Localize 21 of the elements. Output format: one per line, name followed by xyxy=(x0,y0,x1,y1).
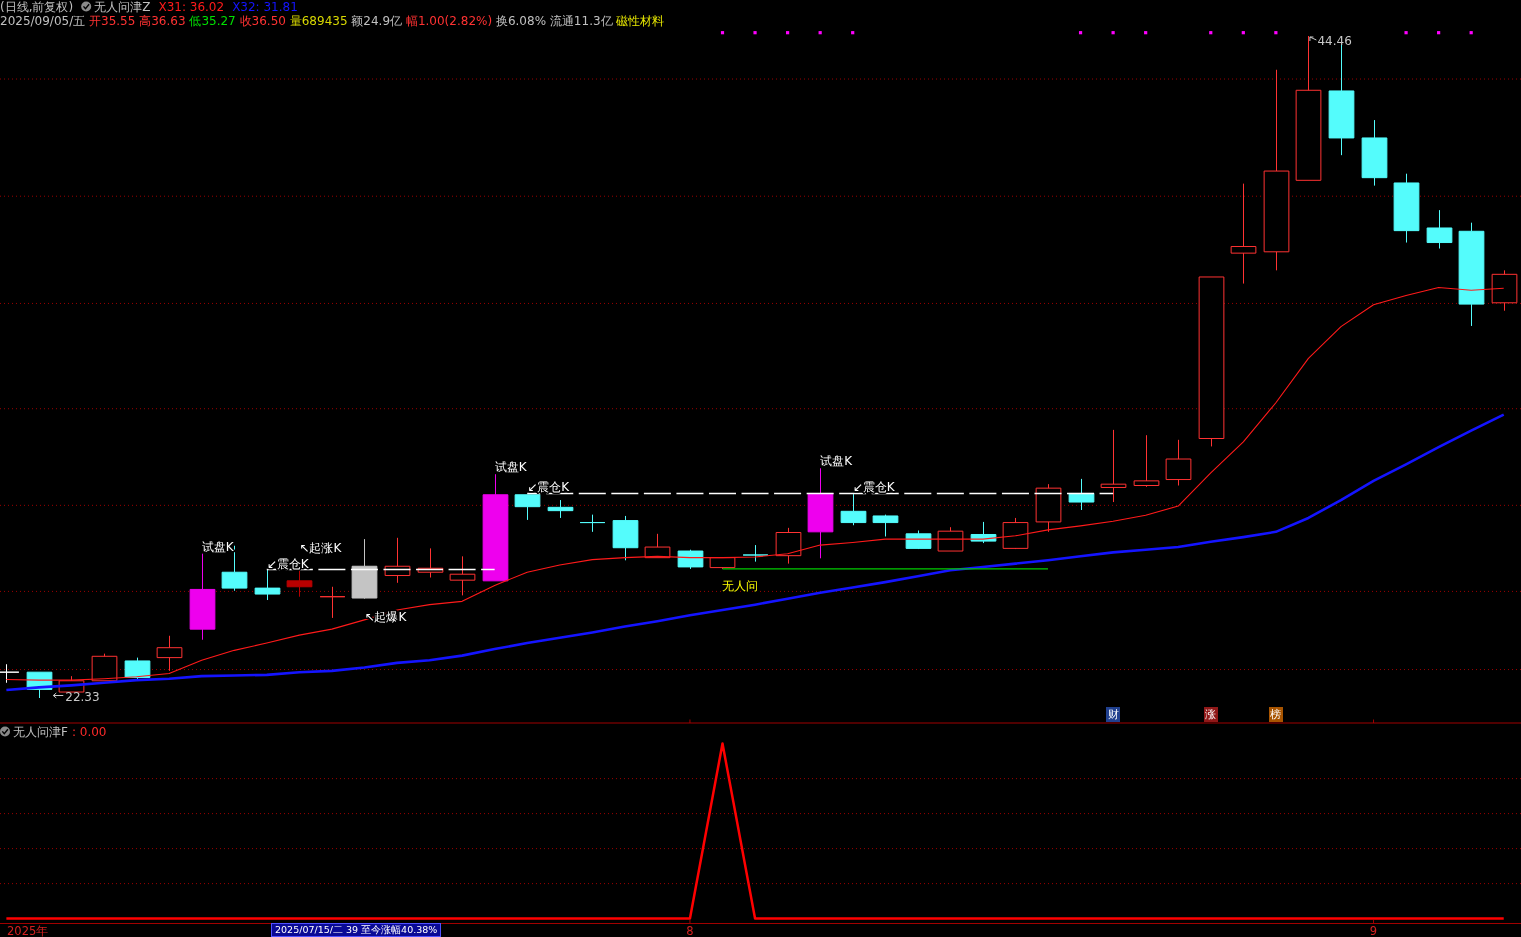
annotation: 试盘K xyxy=(494,460,527,475)
annotation: ↙震仓K xyxy=(527,479,570,494)
annotation: 22.33 xyxy=(65,689,100,704)
x-tick-label: 9 xyxy=(1369,923,1378,937)
subtitle: 无人问津Z xyxy=(94,0,151,14)
annotation: ↖起涨K xyxy=(299,540,342,555)
title: (日线,前复权) xyxy=(0,0,74,14)
annotation: 试盘K xyxy=(201,539,234,554)
title: 无人问津F xyxy=(13,725,68,739)
series-name: X31: 36.02 xyxy=(158,0,225,14)
annotation: 44.46 xyxy=(1317,34,1352,48)
annotation: 试盘K xyxy=(820,454,853,469)
annotation: 无人问 xyxy=(722,578,759,593)
annotation: : 0.00 xyxy=(71,725,107,739)
annotation: 2025/09/05/五 开35.55 高36.63 低35.27 收36.50 量689435 额24.9亿 幅1.00(2.82%) 换6.08% 流通11.3亿 磁性材料 xyxy=(0,14,665,28)
annotation: 财 xyxy=(1106,707,1121,722)
x-axis-title: 2025年 xyxy=(7,923,49,937)
series-name: X32: 31.81 xyxy=(232,0,298,14)
annotation: ↙震仓K xyxy=(852,480,895,495)
annotation: ↙震仓K xyxy=(266,556,309,571)
x-tick-label: 8 xyxy=(686,923,694,937)
